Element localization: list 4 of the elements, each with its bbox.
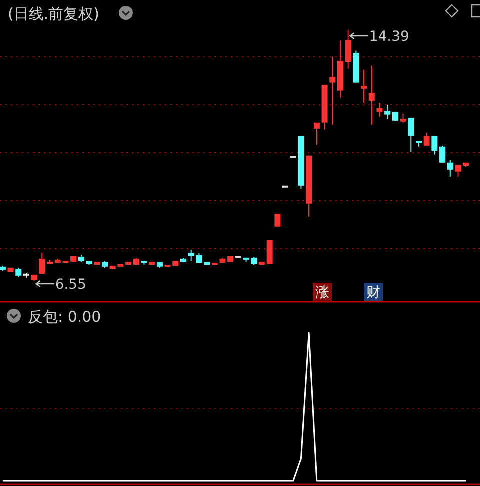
chart-title: 反包: 0.00 [28, 308, 102, 326]
annotation: 14.39 [369, 29, 410, 45]
chart-title: (日线.前复权) [8, 5, 100, 23]
annotation: 6.55 [55, 277, 86, 293]
